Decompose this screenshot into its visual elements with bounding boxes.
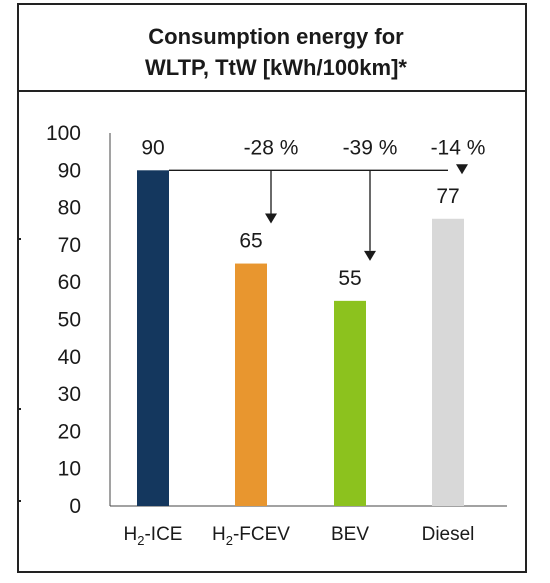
delta-label: -14 % [431, 136, 486, 159]
category-labels: H2-ICE H2-FCEV BEV Diesel [124, 524, 475, 548]
y-tick-label: 30 [58, 383, 81, 406]
bars [137, 170, 464, 507]
chart-frame: Consumption energy for WLTP, TtW [kWh/10… [17, 3, 527, 573]
y-tick-label: 60 [58, 271, 81, 294]
bar [137, 170, 169, 507]
x-tick-label: H2-FCEV [212, 524, 290, 548]
bar [334, 300, 366, 506]
y-tick-label: 20 [58, 420, 81, 443]
chart-title-line-2: WLTP, TtW [kWh/100km]* [145, 55, 407, 80]
chart-border [17, 3, 527, 573]
data-label: 77 [436, 185, 459, 208]
chart-title-line-1: Consumption energy for [148, 24, 404, 49]
delta-arrowhead [456, 164, 468, 175]
bar [432, 218, 464, 507]
y-tick-label: 40 [58, 346, 81, 369]
y-tick-label: 10 [58, 458, 81, 481]
y-tick-label: 70 [58, 234, 81, 257]
y-tick-label: 50 [58, 309, 81, 332]
delta-label: -39 % [343, 136, 398, 159]
y-tick-label: 90 [58, 159, 81, 182]
y-tick-label: 0 [69, 495, 81, 518]
x-tick-label: BEV [331, 524, 369, 545]
delta-arrowhead [364, 250, 376, 261]
delta-arrowhead [265, 213, 277, 224]
y-tick-label: 100 [46, 122, 81, 145]
x-tick-label: H2-ICE [124, 524, 183, 548]
delta-label: -28 % [244, 136, 299, 159]
data-label: 90 [141, 136, 164, 159]
delta-annotations: -28 % -39 % -14 % [169, 136, 485, 261]
y-tick-labels: 0 10 20 30 40 50 60 70 80 90 100 [46, 122, 81, 518]
bar [235, 263, 267, 506]
value-labels: 90 65 55 77 [141, 136, 459, 290]
y-tick-label: 80 [58, 197, 81, 220]
x-tick-label: Diesel [422, 524, 475, 545]
bar-chart: Consumption energy for WLTP, TtW [kWh/10… [17, 3, 527, 573]
data-label: 55 [338, 267, 361, 290]
data-label: 65 [239, 230, 262, 253]
